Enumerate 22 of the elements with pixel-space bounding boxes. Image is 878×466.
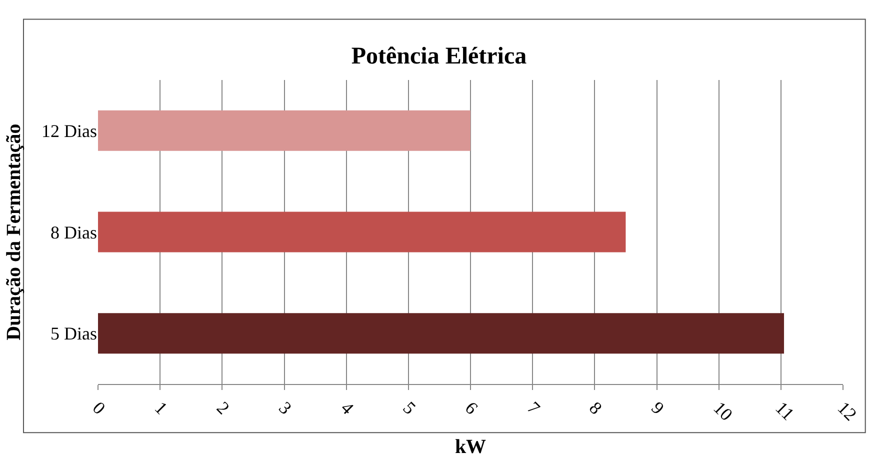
y-tick-label: 5 Dias [50, 324, 97, 344]
x-tick-label: 9 [648, 398, 668, 418]
x-tick-label: 5 [399, 398, 420, 418]
y-tick-label: 12 Dias [42, 120, 97, 141]
x-tick-label: 1 [150, 398, 172, 418]
x-tick-label: 2 [212, 398, 234, 418]
y-tick-label: 8 Dias [50, 222, 97, 242]
x-tick-label: 7 [523, 398, 544, 418]
bar [98, 212, 626, 252]
x-tick-label: 0 [88, 398, 110, 418]
x-tick-label: 10 [710, 398, 737, 425]
x-tick-label: 12 [834, 398, 861, 425]
x-tick-label: 11 [772, 398, 798, 424]
bar [98, 110, 470, 151]
chart-title: Potência Elétrica [351, 43, 527, 70]
y-axis-title: Duração da Fermentação [3, 124, 25, 340]
x-tick-label: 8 [585, 398, 606, 418]
x-tick-label: 3 [275, 398, 296, 418]
x-axis-title: kW [454, 436, 486, 458]
x-tick-label: 4 [337, 398, 358, 418]
x-tick-label: 6 [461, 398, 482, 418]
bar [98, 313, 784, 354]
